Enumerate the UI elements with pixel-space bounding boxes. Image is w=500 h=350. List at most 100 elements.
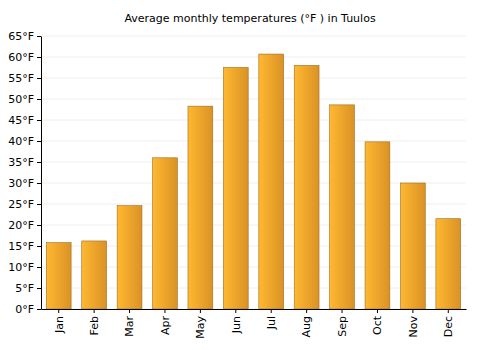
x-tick-label: Dec <box>442 316 455 337</box>
x-tick-label: Oct <box>371 315 384 335</box>
bar <box>223 68 248 310</box>
y-tick: 20°F <box>8 219 41 232</box>
y-tick-mark <box>37 309 41 310</box>
x-tick: Apr <box>159 309 172 335</box>
bars <box>46 54 460 309</box>
x-tick-label: May <box>194 316 207 339</box>
x-tick-label: Aug <box>300 316 313 337</box>
y-tick: 0°F <box>15 303 41 316</box>
x-tick: Sep <box>336 309 349 337</box>
x-tick-mark <box>200 309 201 313</box>
x-tick: Feb <box>88 309 101 335</box>
x-tick-mark <box>164 309 165 313</box>
bar <box>153 158 178 309</box>
x-tick-label: Sep <box>336 316 349 337</box>
y-tick: 5°F <box>15 282 41 295</box>
grid <box>41 36 466 309</box>
y-tick: 50°F <box>8 93 41 106</box>
bar <box>82 241 107 309</box>
grid-line <box>41 57 466 58</box>
y-tick-label: 10°F <box>8 261 34 274</box>
grid-line <box>41 120 466 121</box>
y-tick-label: 35°F <box>8 156 34 169</box>
x-axis-line <box>42 309 467 310</box>
x-axis: Jan Feb Mar Apr May Jun Jul Aug Sep Oct Nov Dec <box>42 309 467 339</box>
y-tick-mark <box>37 120 41 121</box>
x-tick-label: Feb <box>88 316 101 335</box>
bar <box>117 206 142 309</box>
bar <box>294 65 319 309</box>
x-tick: Dec <box>442 309 455 337</box>
y-tick: 10°F <box>8 261 41 274</box>
x-tick: May <box>194 309 207 339</box>
bar <box>259 54 284 309</box>
x-tick-mark <box>129 309 130 313</box>
x-tick: Jan <box>53 309 66 334</box>
bar <box>436 219 461 309</box>
x-tick-label: Mar <box>123 316 136 337</box>
bar <box>365 142 390 309</box>
x-tick-label: Apr <box>159 316 172 336</box>
y-tick-mark <box>37 36 41 37</box>
y-axis: 0°F5°F10°F15°F20°F25°F30°F35°F40°F45°F50… <box>8 30 41 316</box>
y-tick-label: 25°F <box>8 198 34 211</box>
y-tick-mark <box>37 78 41 79</box>
bar <box>46 243 71 309</box>
plot: 0°F5°F10°F15°F20°F25°F30°F35°F40°F45°F50… <box>8 30 466 339</box>
x-tick-mark <box>235 309 236 313</box>
y-tick: 15°F <box>8 240 41 253</box>
y-tick-label: 0°F <box>15 303 34 316</box>
grid-line <box>41 162 466 163</box>
y-tick-label: 50°F <box>8 93 34 106</box>
bar <box>400 183 425 309</box>
y-tick-label: 65°F <box>8 30 34 43</box>
x-tick: Oct <box>371 309 384 335</box>
y-tick-label: 15°F <box>8 240 34 253</box>
x-tick-mark <box>306 309 307 313</box>
grid-line <box>41 99 466 100</box>
x-tick-mark <box>377 309 378 313</box>
grid-line <box>41 36 466 37</box>
grid-line <box>41 141 466 142</box>
y-tick-label: 40°F <box>8 135 34 148</box>
x-tick-label: Jan <box>53 316 66 334</box>
chart: Average monthly temperatures (°F ) in Tu… <box>0 0 500 350</box>
x-tick: Jul <box>265 309 278 330</box>
y-tick-mark <box>37 204 41 205</box>
x-tick-label: Jul <box>265 316 278 330</box>
y-tick-mark <box>37 183 41 184</box>
y-tick-label: 55°F <box>8 72 34 85</box>
y-tick-label: 5°F <box>15 282 34 295</box>
y-tick-mark <box>37 246 41 247</box>
y-tick: 35°F <box>8 156 41 169</box>
y-tick-mark <box>37 141 41 142</box>
y-tick-label: 60°F <box>8 51 34 64</box>
x-tick-mark <box>342 309 343 313</box>
x-tick-label: Nov <box>407 316 420 338</box>
y-tick: 60°F <box>8 51 41 64</box>
grid-line <box>41 78 466 79</box>
x-tick: Jun <box>230 309 243 334</box>
y-tick: 45°F <box>8 114 41 127</box>
x-tick-mark <box>448 309 449 313</box>
y-tick: 65°F <box>8 30 41 43</box>
y-tick-mark <box>37 57 41 58</box>
y-tick-mark <box>37 225 41 226</box>
bar <box>330 105 355 309</box>
x-tick-mark <box>94 309 95 313</box>
y-tick: 40°F <box>8 135 41 148</box>
x-tick-mark <box>271 309 272 313</box>
y-tick-label: 45°F <box>8 114 34 127</box>
y-tick: 25°F <box>8 198 41 211</box>
y-tick-mark <box>37 288 41 289</box>
y-axis-line <box>41 37 42 310</box>
x-tick-mark <box>412 309 413 313</box>
y-tick-mark <box>37 267 41 268</box>
x-tick: Mar <box>123 309 136 337</box>
y-tick-mark <box>37 162 41 163</box>
x-tick: Aug <box>300 309 313 337</box>
y-tick-label: 20°F <box>8 219 34 232</box>
x-tick-mark <box>58 309 59 313</box>
x-tick: Nov <box>407 309 420 337</box>
y-tick-mark <box>37 99 41 100</box>
